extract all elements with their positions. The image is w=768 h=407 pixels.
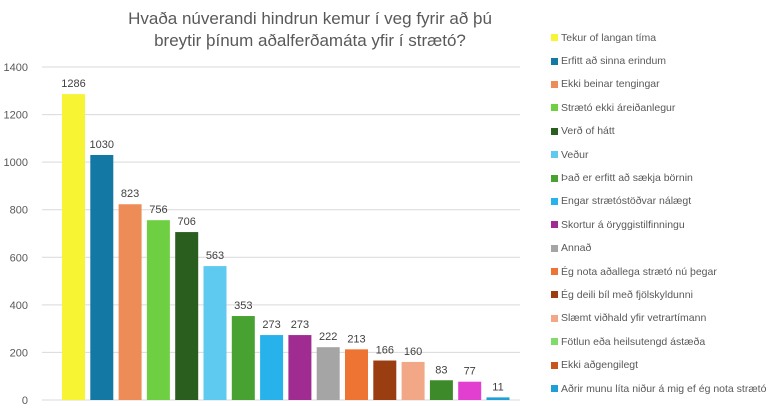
y-tick-label: 1000 [4,157,28,169]
data-label: 166 [376,345,394,357]
legend-label: Fötlun eða heilsutengd ástæða [561,335,706,348]
legend-swatch [551,174,558,182]
legend-label: Slæmt viðhald yfir vetrartímann [561,312,707,325]
legend-label: Ekki beinar tengingar [561,78,660,91]
legend-label: Veður [561,148,589,161]
bar [486,397,510,400]
bar [458,381,482,400]
bar [203,266,227,400]
data-label: 706 [178,216,196,228]
y-tick-label: 200 [10,347,28,359]
legend-swatch [551,80,558,88]
legend-item: Aðrir munu líta niður á mig ef ég nota s… [551,377,766,400]
legend-swatch [551,34,558,42]
bar [90,155,114,400]
legend-item: Ég deili bíl með fjölskyldunni [551,283,766,306]
data-label: 353 [234,300,252,312]
legend-swatch [551,244,558,252]
bar [146,220,170,400]
legend-swatch [551,338,558,346]
data-label: 1030 [90,139,114,151]
data-label: 1286 [61,78,85,90]
legend-item: Strætó ekki áreiðanlegur [551,96,766,119]
legend-label: Ég deili bíl með fjölskyldunni [561,288,693,301]
legend-label: Ekki aðgengilegt [561,359,639,372]
legend-label: Verð of hátt [561,125,615,138]
data-label: 213 [347,333,365,345]
data-label: 823 [121,188,139,200]
legend-label: Annað [561,242,592,255]
y-tick-label: 0 [22,395,28,407]
y-tick-label: 600 [10,252,28,264]
legend-swatch [551,104,558,112]
chart-title: Hvaða núverandi hindrun kemur í veg fyri… [100,8,520,52]
legend-item: Engar strætóstöðvar nálægt [551,190,766,213]
bar [260,335,284,400]
bar [401,361,425,400]
legend-label: Erfitt að sinna erindum [561,55,667,68]
legend-swatch [551,385,558,393]
legend-swatch [551,291,558,299]
data-label: 77 [464,366,476,378]
bar [175,232,199,400]
legend-label: Það er erfitt að sækja börnin [561,172,693,185]
chart-title-line-1: Hvaða núverandi hindrun kemur í veg fyri… [128,9,492,28]
legend-label: Aðrir munu líta niður á mig ef ég nota s… [561,382,767,395]
bar [118,204,142,400]
bar [62,94,85,400]
bar [345,349,368,400]
bar [316,347,340,400]
legend-item: Annað [551,237,766,260]
data-label: 273 [262,319,280,331]
legend-item: Fötlun eða heilsutengd ástæða [551,330,766,353]
y-tick-label: 1200 [4,110,28,122]
bar [373,360,397,400]
legend-swatch [551,314,558,322]
legend-label: Strætó ekki áreiðanlegur [561,101,676,114]
bar [429,380,453,400]
data-label: 222 [319,331,337,343]
bar [288,335,312,400]
legend-item: Tekur of langan tíma [551,26,766,49]
legend-item: Verð of hátt [551,120,766,143]
legend-item: Skortur á öryggistilfinningu [551,213,766,236]
data-label: 11 [492,381,503,393]
legend-item: Ekki beinar tengingar [551,73,766,96]
data-label: 563 [206,250,224,262]
legend-label: Engar strætóstöðvar nálægt [561,195,692,208]
legend-label: Skortur á öryggistilfinningu [561,218,685,231]
data-label: 160 [404,346,422,358]
legend-swatch [551,127,558,135]
legend-swatch [551,197,558,205]
bar [231,316,255,400]
chart-title-line-2: breytir þínum aðalferðamáta yfir í stræt… [154,31,466,50]
legend-item: Ekki aðgengilegt [551,353,766,376]
data-label: 273 [291,319,309,331]
legend: Tekur of langan tíma Erfitt að sinna erin… [551,26,766,400]
legend-swatch [551,151,558,159]
legend-label: Ég nota aðallega strætó nú þegar [561,265,717,278]
data-label: 756 [149,204,167,216]
y-tick-label: 400 [10,300,28,312]
legend-swatch [551,57,558,65]
data-label: 83 [435,364,447,376]
legend-item: Ég nota aðallega strætó nú þegar [551,260,766,283]
legend-item: Slæmt viðhald yfir vetrartímann [551,307,766,330]
y-tick-label: 1400 [4,62,28,74]
legend-item: Veður [551,143,766,166]
legend-swatch [551,221,558,229]
legend-swatch [551,361,558,369]
y-tick-label: 800 [10,205,28,217]
legend-label: Tekur of langan tíma [561,31,657,44]
legend-item: Erfitt að sinna erindum [551,49,766,72]
legend-swatch [551,268,558,276]
legend-item: Það er erfitt að sækja börnin [551,166,766,189]
